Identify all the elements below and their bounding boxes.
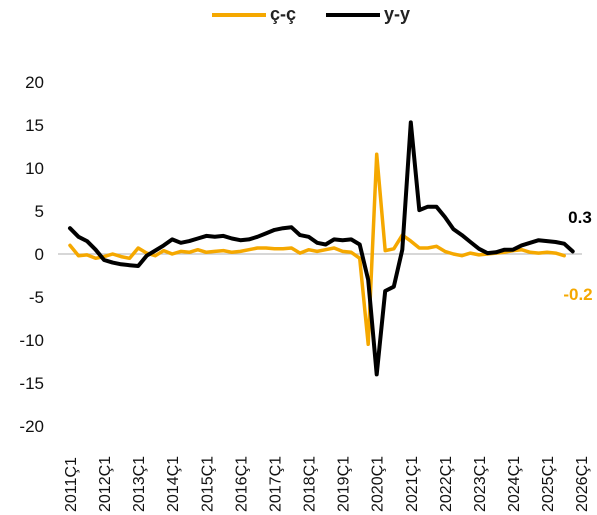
x-tick-label: 2024Ç1	[506, 456, 523, 512]
x-tick-label: 2026Ç1	[574, 456, 591, 512]
legend-item-yy: y-y	[326, 4, 410, 25]
end-labels: 0.3 -0.2	[563, 208, 592, 304]
x-tick-label: 2020Ç1	[370, 456, 387, 512]
series-layer	[68, 120, 575, 377]
y-tick-label: -20	[19, 417, 44, 436]
y-tick-label: 15	[25, 116, 44, 135]
y-axis: 20 15 10 5 0 -5 -10 -15 -20	[19, 73, 44, 436]
x-tick-label: 2013Ç1	[131, 456, 148, 512]
x-tick-label: 2014Ç1	[165, 456, 182, 512]
y-tick-label: -5	[29, 288, 44, 307]
y-tick-label: 5	[35, 202, 44, 221]
legend: ç-ç y-y	[0, 4, 597, 28]
y-tick-label: 0	[35, 245, 44, 264]
series-line-yy	[68, 120, 575, 377]
x-tick-label: 2012Ç1	[97, 456, 114, 512]
legend-label-yy: y-y	[384, 4, 411, 24]
y-tick-label: -15	[19, 374, 44, 393]
x-tick-label: 2017Ç1	[267, 456, 284, 512]
legend-item-cc: ç-ç	[212, 4, 296, 25]
x-tick-label: 2021Ç1	[404, 456, 421, 512]
legend-swatch-cc	[212, 12, 266, 17]
x-tick-label: 2022Ç1	[438, 456, 455, 512]
x-tick-label: 2018Ç1	[302, 456, 319, 512]
legend-swatch-yy	[326, 12, 380, 17]
x-tick-label: 2019Ç1	[336, 456, 353, 512]
end-label-cc: -0.2	[563, 285, 592, 304]
x-tick-label: 2023Ç1	[472, 456, 489, 512]
x-axis: 2011Ç1 2012Ç1 2013Ç1 2014Ç1 2015Ç1 2016Ç1 2017…	[58, 253, 591, 512]
x-tick-label: 2025Ç1	[540, 456, 557, 512]
series-line-cc	[68, 152, 566, 347]
y-tick-label: 10	[25, 159, 44, 178]
y-tick-label: -10	[19, 331, 44, 350]
y-tick-label: 20	[25, 73, 44, 92]
x-tick-label: 2011Ç1	[63, 457, 80, 512]
x-tick-label: 2015Ç1	[199, 456, 216, 512]
end-label-yy: 0.3	[568, 208, 592, 227]
legend-label-cc: ç-ç	[270, 4, 297, 24]
x-tick-label: 2016Ç1	[233, 456, 250, 512]
